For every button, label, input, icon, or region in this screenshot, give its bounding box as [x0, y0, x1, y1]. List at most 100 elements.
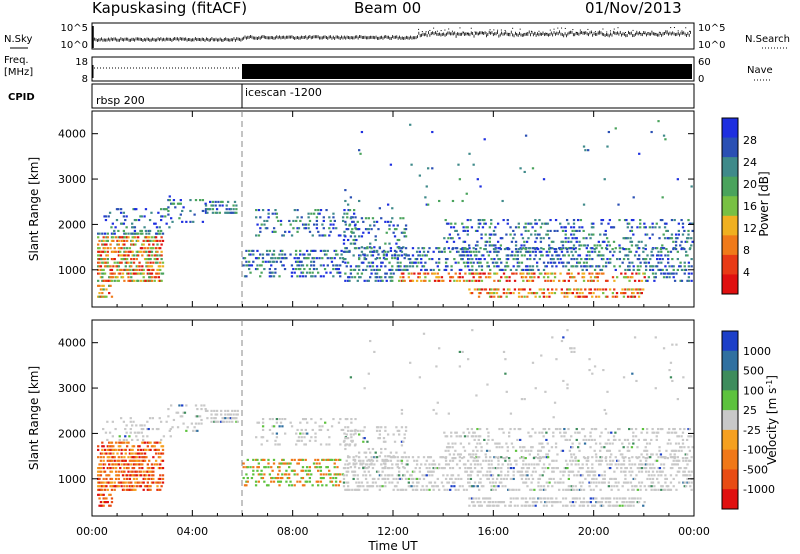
echo-cell	[105, 474, 108, 477]
echo-cell	[480, 268, 484, 272]
echo-cell	[403, 279, 406, 282]
echo-cell	[467, 244, 471, 247]
echo-cell	[632, 438, 635, 441]
echo-cell	[631, 485, 634, 488]
echo-cell	[301, 466, 305, 469]
echo-cell	[292, 469, 295, 472]
echo-cell	[398, 477, 401, 481]
echo-cell	[559, 248, 562, 251]
echo-cell	[563, 470, 566, 473]
echo-cell	[138, 485, 141, 488]
echo-cell	[562, 481, 565, 484]
echo-cell	[106, 481, 109, 484]
echo-cell	[160, 272, 163, 275]
echo-cell	[632, 431, 635, 434]
echo-cell	[435, 485, 438, 488]
echo-cell	[158, 226, 161, 229]
echo-cell	[507, 258, 510, 261]
echo-cell	[578, 240, 581, 243]
echo-cell	[459, 248, 463, 251]
echo-cell	[531, 247, 535, 250]
echo-cell	[414, 261, 417, 264]
echo-cell	[182, 206, 185, 209]
echo-cell	[398, 247, 401, 250]
echo-cell	[563, 254, 566, 257]
echo-cell	[505, 456, 508, 459]
echo-cell	[415, 250, 419, 253]
echo-cell	[342, 485, 346, 488]
echo-cell	[548, 292, 551, 295]
echo-cell	[646, 279, 649, 282]
echo-cell	[690, 244, 693, 247]
echo-cell	[495, 254, 499, 257]
echo-cell	[97, 456, 100, 459]
echo-cell	[271, 425, 274, 428]
echo-cell	[127, 254, 130, 257]
echo-cell	[364, 463, 368, 466]
echo-cell	[243, 257, 247, 260]
echo-cell	[592, 233, 595, 236]
echo-cell	[250, 476, 254, 480]
echo-cell	[272, 425, 276, 428]
echo-cell	[98, 463, 101, 466]
echo-cell	[293, 257, 296, 260]
echo-cell	[137, 254, 140, 257]
noise-search-dot	[493, 29, 495, 31]
echo-cell	[428, 247, 431, 250]
echo-cell	[125, 474, 129, 477]
echo-cell	[573, 488, 576, 491]
echo-cell	[112, 250, 115, 253]
echo-cell	[570, 488, 573, 491]
echo-cell	[351, 470, 354, 473]
echo-cell	[621, 453, 624, 456]
echo-cell	[317, 209, 320, 212]
echo-cell	[624, 474, 627, 477]
echo-cell	[105, 485, 108, 488]
echo-cell	[524, 457, 527, 460]
echo-cell	[480, 449, 483, 452]
echo-cell	[567, 288, 570, 291]
echo-cell	[148, 250, 151, 253]
echo-cell	[132, 243, 136, 246]
echo-cell	[489, 250, 492, 253]
echo-cell	[524, 449, 527, 452]
echo-cell	[278, 484, 281, 487]
echo-cell	[571, 292, 575, 295]
echo-cell	[490, 218, 493, 222]
noise-search-dot	[418, 28, 420, 30]
echo-cell	[110, 470, 114, 473]
echo-cell	[509, 254, 513, 257]
echo-cell	[500, 276, 503, 279]
echo-cell	[520, 477, 524, 481]
echo-cell	[618, 265, 622, 268]
echo-cell	[316, 469, 320, 472]
echo-cell	[370, 463, 373, 466]
echo-cell	[98, 485, 101, 488]
echo-cell	[655, 431, 658, 434]
echo-cell	[215, 208, 219, 211]
echo-cell	[167, 415, 170, 418]
echo-cell	[222, 417, 226, 420]
echo-cell	[274, 267, 277, 271]
echo-cell	[640, 431, 643, 434]
echo-cell	[104, 215, 108, 218]
echo-cell	[124, 268, 127, 272]
echo-cell	[106, 438, 109, 441]
echo-cell	[150, 236, 154, 239]
echo-cell	[607, 130, 611, 134]
echo-cell	[608, 442, 612, 445]
echo-cell	[638, 279, 641, 282]
echo-cell	[395, 477, 398, 481]
echo-cell	[150, 474, 154, 477]
echo-cell	[680, 279, 684, 282]
echo-cell	[661, 470, 664, 473]
echo-cell	[135, 485, 138, 488]
echo-cell	[98, 477, 101, 481]
echo-cell	[352, 477, 355, 481]
echo-cell	[328, 234, 331, 237]
echo-cell	[599, 488, 602, 491]
noise-search-dot	[542, 33, 544, 35]
echo-cell	[598, 474, 601, 477]
echo-cell	[272, 227, 276, 230]
echo-cell	[360, 246, 364, 249]
